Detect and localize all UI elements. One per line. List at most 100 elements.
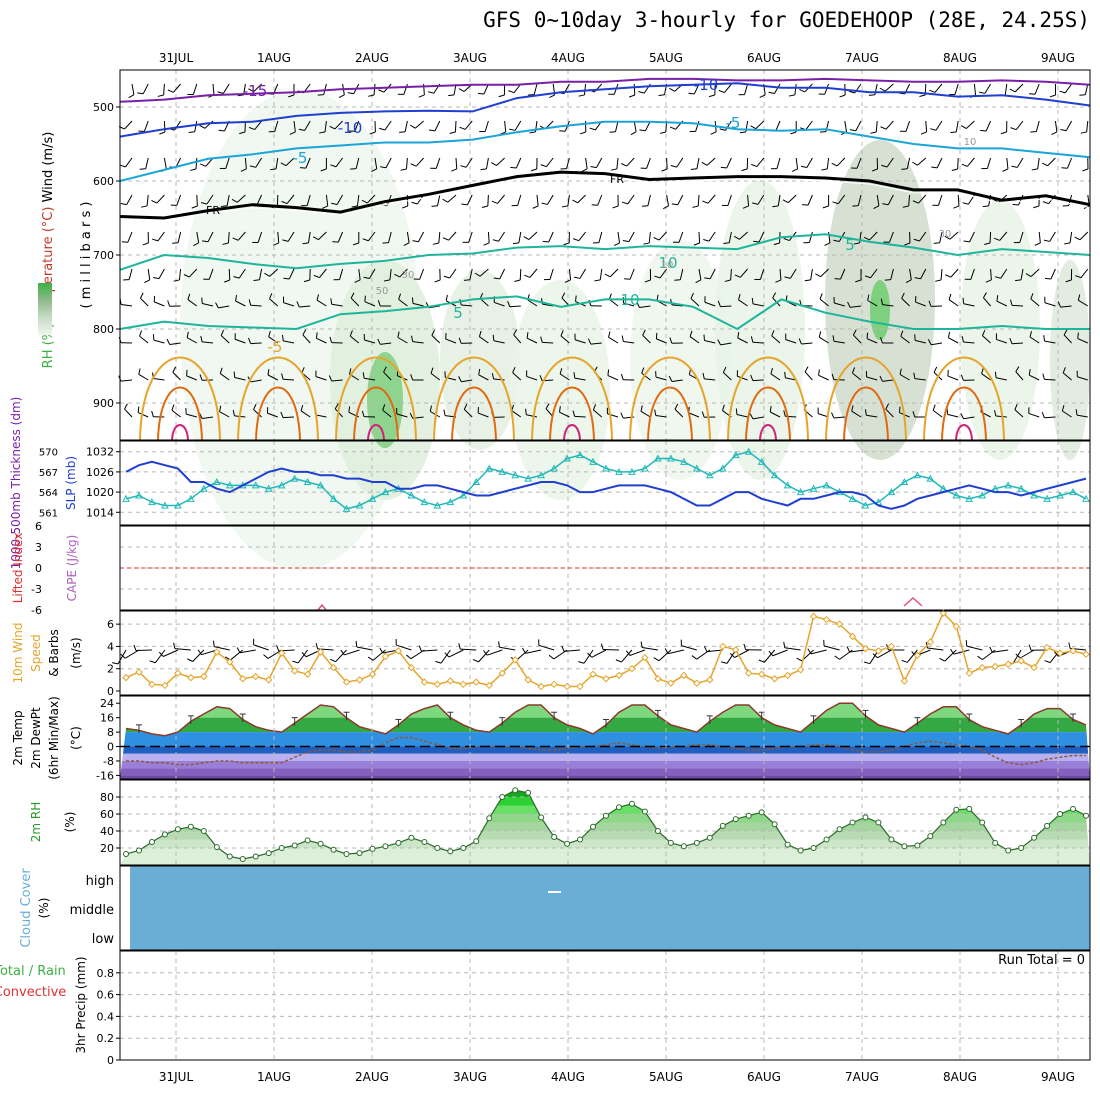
thickness-point bbox=[900, 477, 909, 485]
wind-barb bbox=[396, 413, 408, 418]
wind-barb bbox=[859, 231, 862, 243]
wind-barb bbox=[519, 268, 522, 281]
wind-barb bbox=[621, 335, 624, 342]
wind10-barb bbox=[823, 645, 840, 651]
wind-barb bbox=[201, 297, 203, 304]
wind-barb bbox=[352, 242, 359, 246]
wind-barb bbox=[623, 340, 635, 344]
wind-barb bbox=[282, 378, 295, 381]
rh-tick: 40 bbox=[100, 825, 114, 838]
wind10-point bbox=[744, 669, 753, 677]
wind-barb bbox=[656, 338, 667, 344]
wind-barb bbox=[1029, 374, 1040, 381]
wind-barb bbox=[507, 301, 511, 307]
wind-barb bbox=[826, 157, 830, 169]
thickness-tick: 567 bbox=[39, 468, 58, 479]
wind-barb bbox=[147, 268, 151, 280]
wind10-point bbox=[303, 670, 312, 678]
wind-barb bbox=[288, 268, 295, 280]
wind-barb bbox=[331, 202, 338, 206]
wind-barb bbox=[948, 299, 959, 307]
rh-point bbox=[148, 839, 155, 846]
cloud-level-high: high bbox=[86, 874, 114, 889]
date-label-bottom-9AUG: 9AUG bbox=[1041, 1070, 1075, 1084]
rh-point bbox=[862, 814, 869, 821]
date-label-top-6AUG: 6AUG bbox=[747, 51, 781, 65]
wind-barb bbox=[363, 276, 370, 280]
wind-barb bbox=[194, 120, 198, 132]
wind-barb bbox=[954, 83, 959, 95]
wind-barb bbox=[280, 162, 287, 167]
thickness-point bbox=[277, 481, 286, 489]
wind-barb bbox=[380, 166, 387, 169]
wind-barb bbox=[157, 94, 164, 97]
wind-barb bbox=[573, 238, 579, 242]
wind-barb bbox=[852, 372, 862, 381]
wind10-point bbox=[628, 665, 636, 673]
pressure-tick: 900 bbox=[93, 397, 114, 410]
wind-barb bbox=[900, 330, 904, 337]
cloud-level-middle: middle bbox=[70, 903, 114, 918]
wind-barb bbox=[851, 410, 862, 418]
wind-barb bbox=[984, 242, 991, 246]
wind-barb bbox=[933, 366, 938, 373]
wind-barb bbox=[1019, 231, 1024, 243]
wind-barb bbox=[1061, 405, 1065, 412]
isotherm-20 bbox=[353, 386, 399, 441]
rh-axis-label-b: (%) bbox=[63, 812, 77, 833]
wind10-barb bbox=[578, 661, 585, 664]
wind-barb bbox=[756, 157, 765, 167]
chart-title: GFS 0~10day 3-hourly for GOEDEHOOP (28E,… bbox=[483, 8, 1090, 32]
wind-barb bbox=[233, 275, 240, 279]
rh-point bbox=[966, 805, 973, 812]
wind-barb bbox=[1059, 90, 1066, 94]
thickness-point bbox=[1056, 491, 1064, 499]
wind-barb bbox=[771, 335, 781, 344]
wind-barb bbox=[783, 410, 786, 417]
wind-barb bbox=[517, 194, 522, 206]
wind-barb bbox=[480, 168, 487, 171]
wind-barb bbox=[153, 377, 165, 381]
rh-point bbox=[252, 853, 259, 860]
thickness-point bbox=[1017, 484, 1025, 492]
wind-barb bbox=[1074, 236, 1081, 241]
wind-barb bbox=[438, 231, 441, 244]
wind-barb bbox=[621, 163, 627, 167]
wind-barb bbox=[492, 334, 495, 341]
wind-barb bbox=[549, 94, 555, 98]
thickness-point bbox=[1082, 494, 1090, 502]
wind-barb bbox=[221, 205, 228, 208]
wind-barb bbox=[145, 157, 149, 169]
wind-barb bbox=[594, 279, 601, 282]
wind-barb bbox=[963, 240, 970, 243]
wind10-tick: 2 bbox=[107, 663, 114, 676]
wind-barb bbox=[202, 303, 214, 307]
wind-barb bbox=[403, 242, 410, 247]
thickness-point bbox=[381, 488, 390, 496]
wind-barb bbox=[347, 92, 354, 95]
wind-barb bbox=[688, 92, 695, 95]
thickness-point bbox=[225, 481, 234, 489]
rh-shading bbox=[510, 280, 610, 500]
wind-barb bbox=[701, 161, 708, 166]
wind-barb bbox=[139, 168, 146, 170]
lifted-index-axis-label: Lifted Index bbox=[11, 533, 25, 604]
temp-axis-label-d: (°C) bbox=[69, 726, 83, 750]
wind-barb bbox=[384, 120, 392, 131]
wind10-point bbox=[1043, 643, 1051, 652]
wind-barb bbox=[350, 297, 360, 307]
wind-barb bbox=[962, 297, 965, 304]
wind10-point bbox=[122, 673, 130, 682]
wind-barb bbox=[226, 194, 230, 206]
rh-point bbox=[174, 826, 181, 833]
wind-barb bbox=[1031, 168, 1038, 171]
rh-point bbox=[564, 840, 571, 847]
wind10-barb bbox=[653, 657, 660, 662]
wind-barb bbox=[511, 410, 522, 418]
wind-barb bbox=[655, 414, 667, 418]
wind-barb bbox=[498, 94, 505, 98]
wind-barb bbox=[142, 242, 149, 246]
wind10-barb bbox=[335, 649, 347, 663]
wind-barb bbox=[152, 238, 159, 242]
wind-barb bbox=[280, 411, 284, 418]
